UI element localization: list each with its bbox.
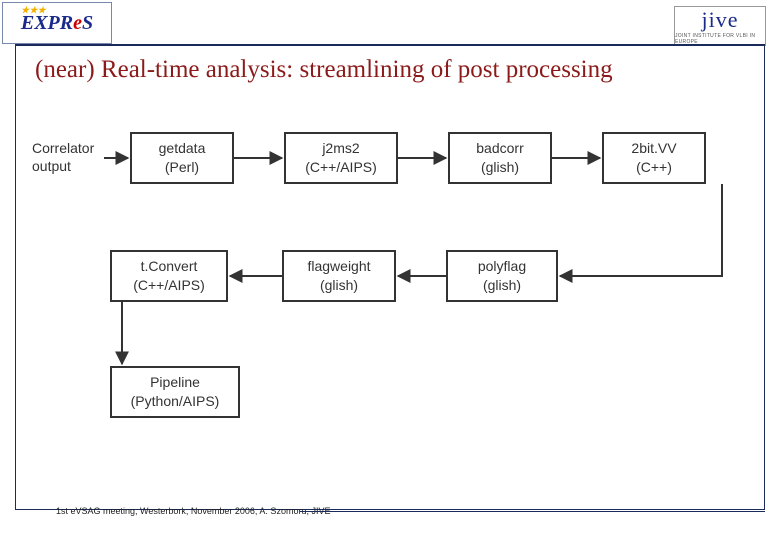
node-getdata-line2: (Perl) <box>165 158 199 177</box>
node-tconvert: t.Convert(C++/AIPS) <box>110 250 228 302</box>
node-j2ms2-line2: (C++/AIPS) <box>305 158 377 177</box>
node-flagweight-line2: (glish) <box>320 276 358 295</box>
node-flagweight-line1: flagweight <box>307 257 370 276</box>
footer-text: 1st eVSAG meeting, Westerbork, November … <box>56 506 330 516</box>
stars-icon: ★ ★ ★ <box>21 5 45 16</box>
node-polyflag-line1: polyflag <box>478 257 526 276</box>
start-label: Correlatoroutput <box>32 140 94 175</box>
node-badcorr-line1: badcorr <box>476 139 523 158</box>
node-badcorr: badcorr(glish) <box>448 132 552 184</box>
node-badcorr-line2: (glish) <box>481 158 519 177</box>
node-j2ms2-line1: j2ms2 <box>322 139 359 158</box>
logo-jive: jive JOINT INSTITUTE FOR VLBI IN EUROPE <box>674 6 766 46</box>
footer-rule <box>300 511 765 513</box>
node-twobit: 2bit.VV(C++) <box>602 132 706 184</box>
node-getdata-line1: getdata <box>159 139 206 158</box>
node-pipeline: Pipeline(Python/AIPS) <box>110 366 240 418</box>
logo-expres: ★ ★ ★ EXPReS <box>2 2 112 44</box>
node-polyflag: polyflag(glish) <box>446 250 558 302</box>
node-pipeline-line1: Pipeline <box>150 373 200 392</box>
page-title: (near) Real-time analysis: streamlining … <box>35 56 613 84</box>
logo-right-text: jive <box>702 7 739 33</box>
node-getdata: getdata(Perl) <box>130 132 234 184</box>
logo-left-accent: e <box>73 12 82 35</box>
node-j2ms2: j2ms2(C++/AIPS) <box>284 132 398 184</box>
flowchart: Correlatoroutputgetdata(Perl)j2ms2(C++/A… <box>22 110 742 460</box>
node-pipeline-line2: (Python/AIPS) <box>131 392 220 411</box>
node-twobit-line2: (C++) <box>636 158 672 177</box>
node-flagweight: flagweight(glish) <box>282 250 396 302</box>
node-tconvert-line1: t.Convert <box>141 257 198 276</box>
node-twobit-line1: 2bit.VV <box>631 139 676 158</box>
logo-left-tail: S <box>82 12 93 35</box>
edge-twobit-polyflag <box>560 184 722 276</box>
node-tconvert-line2: (C++/AIPS) <box>133 276 205 295</box>
node-polyflag-line2: (glish) <box>483 276 521 295</box>
